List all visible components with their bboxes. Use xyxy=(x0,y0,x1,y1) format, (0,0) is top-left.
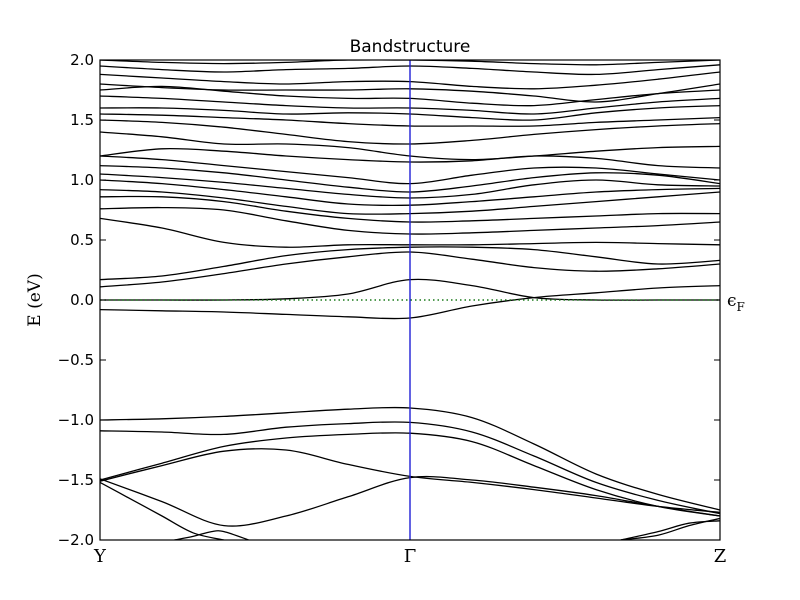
y-tick-label: 1.0 xyxy=(70,171,94,189)
x-tick-label: Γ xyxy=(404,546,417,567)
band-line xyxy=(620,520,720,540)
y-tick-label: 1.5 xyxy=(70,111,94,129)
y-tick-label: 2.0 xyxy=(70,51,94,69)
x-tick-label: Z xyxy=(714,546,727,567)
chart-title: Bandstructure xyxy=(350,37,471,57)
fermi-level-subscript: F xyxy=(737,300,745,314)
band-line xyxy=(100,421,720,515)
x-tick-label: Y xyxy=(93,546,107,567)
y-tick-label: 0.5 xyxy=(70,231,94,249)
y-tick-label: −1.5 xyxy=(58,471,94,489)
y-tick-label: −2.0 xyxy=(58,531,94,549)
fermi-level-label: ϵF xyxy=(727,291,745,314)
y-axis-label: E (eV) xyxy=(25,273,45,326)
band-line xyxy=(100,475,720,527)
band-line xyxy=(100,481,225,540)
fermi-level-symbol: ϵ xyxy=(727,291,737,311)
y-tick-label: −1.0 xyxy=(58,411,94,429)
y-tick-label: 0.0 xyxy=(70,291,94,309)
reference-lines xyxy=(100,60,720,540)
band-line xyxy=(174,530,250,540)
band-line xyxy=(100,60,720,66)
band-line xyxy=(100,406,720,511)
y-tick-label: −0.5 xyxy=(58,351,94,369)
y-axis-ticks: 2.0 1.5 1.0 0.5 0.0 −0.5 −1.0 −1.5 −2.0 xyxy=(58,51,720,549)
